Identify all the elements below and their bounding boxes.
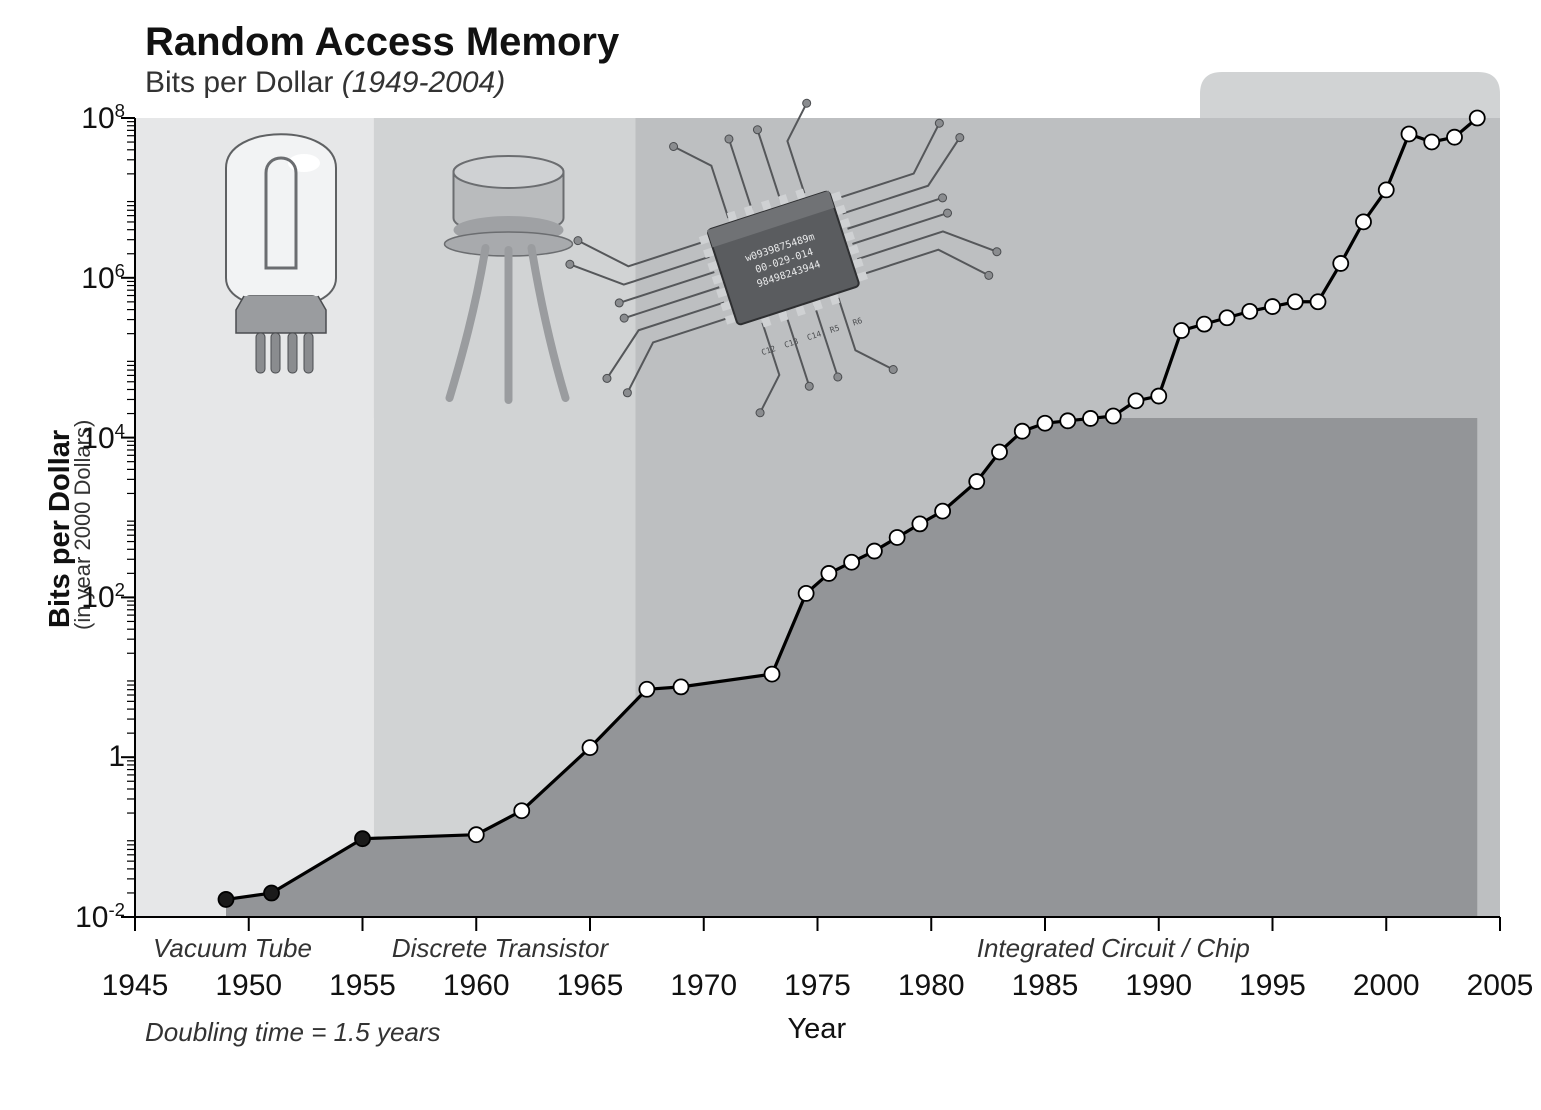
y-tick-label: 106 [81,260,125,296]
y-tick-label: 104 [81,420,125,456]
x-tick-label: 2005 [1467,969,1534,1003]
y-tick-label: 102 [81,579,125,615]
data-marker [583,740,598,755]
x-tick-label: 1990 [1125,969,1192,1003]
y-tick-label: 10-2 [75,899,125,935]
x-tick-label: 1985 [1012,969,1079,1003]
data-marker [1129,393,1144,408]
data-marker [514,803,529,818]
data-marker [1106,409,1121,424]
data-marker [1060,413,1075,428]
data-marker [1311,294,1326,309]
data-marker [219,892,234,907]
data-marker [1197,317,1212,332]
data-marker [1265,299,1280,314]
data-marker [1379,182,1394,197]
x-tick-label: 1980 [898,969,965,1003]
x-tick-label: 1960 [443,969,510,1003]
x-tick-label: 1975 [784,969,851,1003]
data-marker [844,555,859,570]
data-marker [1174,323,1189,338]
x-tick-label: 1995 [1239,969,1306,1003]
data-marker [1151,389,1166,404]
y-tick-label: 1 [108,740,125,774]
data-marker [674,679,689,694]
data-marker [355,831,370,846]
data-marker [765,667,780,682]
x-tick-label: 2000 [1353,969,1420,1003]
chart-plot: w0939875489m00-029-01498498243944C12C13C… [0,0,1541,1110]
data-marker [1447,130,1462,145]
data-marker [264,886,279,901]
data-marker [1015,424,1030,439]
data-marker [1220,310,1235,325]
data-marker [1242,304,1257,319]
data-marker [1424,134,1439,149]
data-marker [912,516,927,531]
x-tick-label: 1970 [670,969,737,1003]
x-tick-label: 1955 [329,969,396,1003]
data-marker [639,682,654,697]
data-marker [1402,126,1417,141]
data-marker [469,827,484,842]
data-marker [867,544,882,559]
data-marker [799,586,814,601]
annotation-tab [1200,72,1500,118]
data-marker [1083,411,1098,426]
data-marker [1038,416,1053,431]
x-tick-label: 1945 [102,969,169,1003]
data-marker [935,504,950,519]
y-tick-label: 108 [81,100,125,136]
data-marker [890,530,905,545]
data-marker [992,444,1007,459]
x-tick-label: 1950 [215,969,282,1003]
data-marker [1356,214,1371,229]
data-marker [1470,111,1485,126]
data-marker [969,474,984,489]
x-tick-label: 1965 [557,969,624,1003]
data-marker [1333,256,1348,271]
data-marker [1288,294,1303,309]
data-marker [821,566,836,581]
